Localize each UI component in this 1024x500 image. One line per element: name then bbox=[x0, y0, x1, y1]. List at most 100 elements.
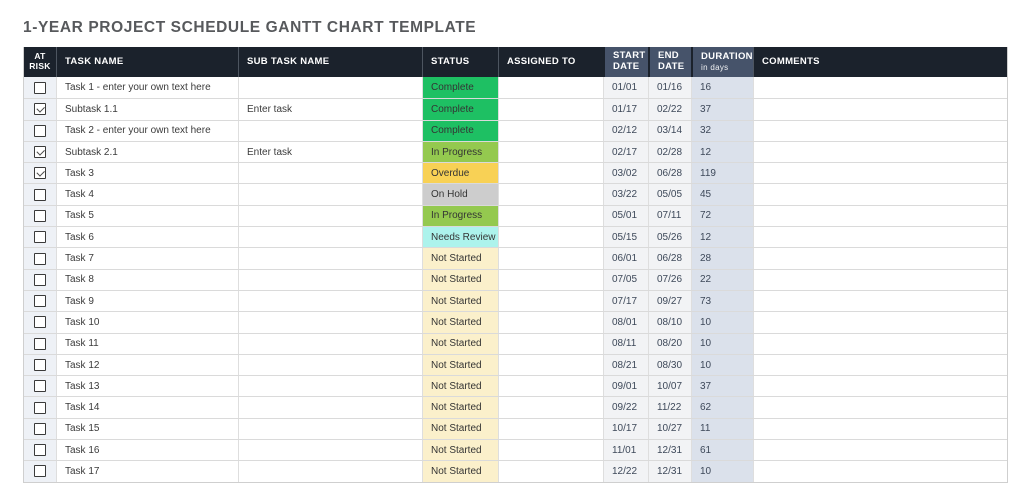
sub-task-name-cell[interactable] bbox=[238, 184, 422, 205]
task-name-cell[interactable]: Task 13 bbox=[56, 376, 238, 397]
sub-task-name-cell[interactable] bbox=[238, 269, 422, 290]
end-date-cell[interactable]: 08/20 bbox=[648, 333, 691, 354]
at-risk-checkbox[interactable] bbox=[34, 380, 46, 393]
task-name-cell[interactable]: Task 15 bbox=[56, 418, 238, 440]
duration-cell[interactable]: 10 bbox=[691, 312, 753, 333]
start-date-cell[interactable]: 07/17 bbox=[603, 290, 648, 312]
end-date-cell[interactable]: 07/11 bbox=[648, 205, 691, 227]
duration-cell[interactable]: 10 bbox=[691, 461, 753, 482]
task-name-cell[interactable]: Task 8 bbox=[56, 269, 238, 290]
comments-cell[interactable] bbox=[753, 99, 1007, 120]
duration-cell[interactable]: 72 bbox=[691, 205, 753, 227]
sub-task-name-cell[interactable] bbox=[238, 77, 422, 99]
at-risk-checkbox[interactable] bbox=[34, 359, 46, 371]
assigned-to-cell[interactable] bbox=[498, 418, 603, 440]
status-badge[interactable]: Not Started bbox=[422, 312, 498, 333]
duration-cell[interactable]: 37 bbox=[691, 99, 753, 120]
status-badge[interactable]: Not Started bbox=[422, 440, 498, 461]
task-name-cell[interactable]: Task 10 bbox=[56, 312, 238, 333]
comments-cell[interactable] bbox=[753, 312, 1007, 333]
assigned-to-cell[interactable] bbox=[498, 397, 603, 418]
duration-cell[interactable]: 12 bbox=[691, 227, 753, 248]
assigned-to-cell[interactable] bbox=[498, 184, 603, 205]
end-date-cell[interactable]: 08/30 bbox=[648, 354, 691, 376]
end-date-cell[interactable]: 05/26 bbox=[648, 227, 691, 248]
end-date-cell[interactable]: 11/22 bbox=[648, 397, 691, 418]
status-badge[interactable]: Overdue bbox=[422, 163, 498, 184]
start-date-cell[interactable]: 11/01 bbox=[603, 440, 648, 461]
at-risk-checkbox[interactable] bbox=[34, 273, 46, 286]
task-name-cell[interactable]: Task 12 bbox=[56, 354, 238, 376]
status-badge[interactable]: Not Started bbox=[422, 354, 498, 376]
end-date-cell[interactable]: 09/27 bbox=[648, 290, 691, 312]
comments-cell[interactable] bbox=[753, 120, 1007, 141]
at-risk-checkbox[interactable] bbox=[34, 231, 46, 244]
at-risk-checkbox[interactable] bbox=[34, 337, 46, 350]
at-risk-checkbox[interactable] bbox=[34, 103, 46, 116]
at-risk-checkbox[interactable] bbox=[34, 252, 46, 265]
start-date-cell[interactable]: 10/17 bbox=[603, 418, 648, 440]
start-date-cell[interactable]: 05/01 bbox=[603, 205, 648, 227]
status-badge[interactable]: Not Started bbox=[422, 269, 498, 290]
assigned-to-cell[interactable] bbox=[498, 269, 603, 290]
comments-cell[interactable] bbox=[753, 376, 1007, 397]
at-risk-checkbox[interactable] bbox=[34, 444, 46, 457]
sub-task-name-cell[interactable] bbox=[238, 461, 422, 482]
assigned-to-cell[interactable] bbox=[498, 227, 603, 248]
task-name-cell[interactable]: Task 3 bbox=[56, 163, 238, 184]
sub-task-name-cell[interactable] bbox=[238, 205, 422, 227]
at-risk-checkbox[interactable] bbox=[34, 465, 46, 478]
start-date-cell[interactable]: 02/12 bbox=[603, 120, 648, 141]
duration-cell[interactable]: 62 bbox=[691, 397, 753, 418]
assigned-to-cell[interactable] bbox=[498, 376, 603, 397]
sub-task-name-cell[interactable] bbox=[238, 290, 422, 312]
at-risk-checkbox[interactable] bbox=[34, 146, 46, 159]
task-name-cell[interactable]: Task 4 bbox=[56, 184, 238, 205]
start-date-cell[interactable]: 08/21 bbox=[603, 354, 648, 376]
assigned-to-cell[interactable] bbox=[498, 333, 603, 354]
assigned-to-cell[interactable] bbox=[498, 205, 603, 227]
start-date-cell[interactable]: 01/01 bbox=[603, 77, 648, 99]
sub-task-name-cell[interactable] bbox=[238, 397, 422, 418]
start-date-cell[interactable]: 09/22 bbox=[603, 397, 648, 418]
sub-task-name-cell[interactable] bbox=[238, 354, 422, 376]
end-date-cell[interactable]: 01/16 bbox=[648, 77, 691, 99]
end-date-cell[interactable]: 02/28 bbox=[648, 141, 691, 163]
at-risk-checkbox[interactable] bbox=[34, 316, 46, 329]
start-date-cell[interactable]: 07/05 bbox=[603, 269, 648, 290]
start-date-cell[interactable]: 05/15 bbox=[603, 227, 648, 248]
at-risk-checkbox[interactable] bbox=[34, 188, 46, 201]
sub-task-name-cell[interactable] bbox=[238, 163, 422, 184]
task-name-cell[interactable]: Task 16 bbox=[56, 440, 238, 461]
comments-cell[interactable] bbox=[753, 184, 1007, 205]
assigned-to-cell[interactable] bbox=[498, 354, 603, 376]
start-date-cell[interactable]: 09/01 bbox=[603, 376, 648, 397]
assigned-to-cell[interactable] bbox=[498, 312, 603, 333]
task-name-cell[interactable]: Task 7 bbox=[56, 248, 238, 269]
comments-cell[interactable] bbox=[753, 461, 1007, 482]
start-date-cell[interactable]: 08/01 bbox=[603, 312, 648, 333]
comments-cell[interactable] bbox=[753, 333, 1007, 354]
status-badge[interactable]: Needs Review bbox=[422, 227, 498, 248]
comments-cell[interactable] bbox=[753, 163, 1007, 184]
sub-task-name-cell[interactable]: Enter task bbox=[238, 141, 422, 163]
end-date-cell[interactable]: 02/22 bbox=[648, 99, 691, 120]
sub-task-name-cell[interactable] bbox=[238, 376, 422, 397]
task-name-cell[interactable]: Subtask 1.1 bbox=[56, 99, 238, 120]
end-date-cell[interactable]: 10/27 bbox=[648, 418, 691, 440]
comments-cell[interactable] bbox=[753, 354, 1007, 376]
sub-task-name-cell[interactable] bbox=[238, 333, 422, 354]
comments-cell[interactable] bbox=[753, 397, 1007, 418]
assigned-to-cell[interactable] bbox=[498, 290, 603, 312]
duration-cell[interactable]: 37 bbox=[691, 376, 753, 397]
sub-task-name-cell[interactable] bbox=[238, 418, 422, 440]
at-risk-checkbox[interactable] bbox=[34, 295, 46, 308]
at-risk-checkbox[interactable] bbox=[34, 167, 46, 180]
status-badge[interactable]: Not Started bbox=[422, 461, 498, 482]
comments-cell[interactable] bbox=[753, 269, 1007, 290]
duration-cell[interactable]: 45 bbox=[691, 184, 753, 205]
start-date-cell[interactable]: 03/02 bbox=[603, 163, 648, 184]
sub-task-name-cell[interactable] bbox=[238, 120, 422, 141]
sub-task-name-cell[interactable] bbox=[238, 248, 422, 269]
comments-cell[interactable] bbox=[753, 418, 1007, 440]
